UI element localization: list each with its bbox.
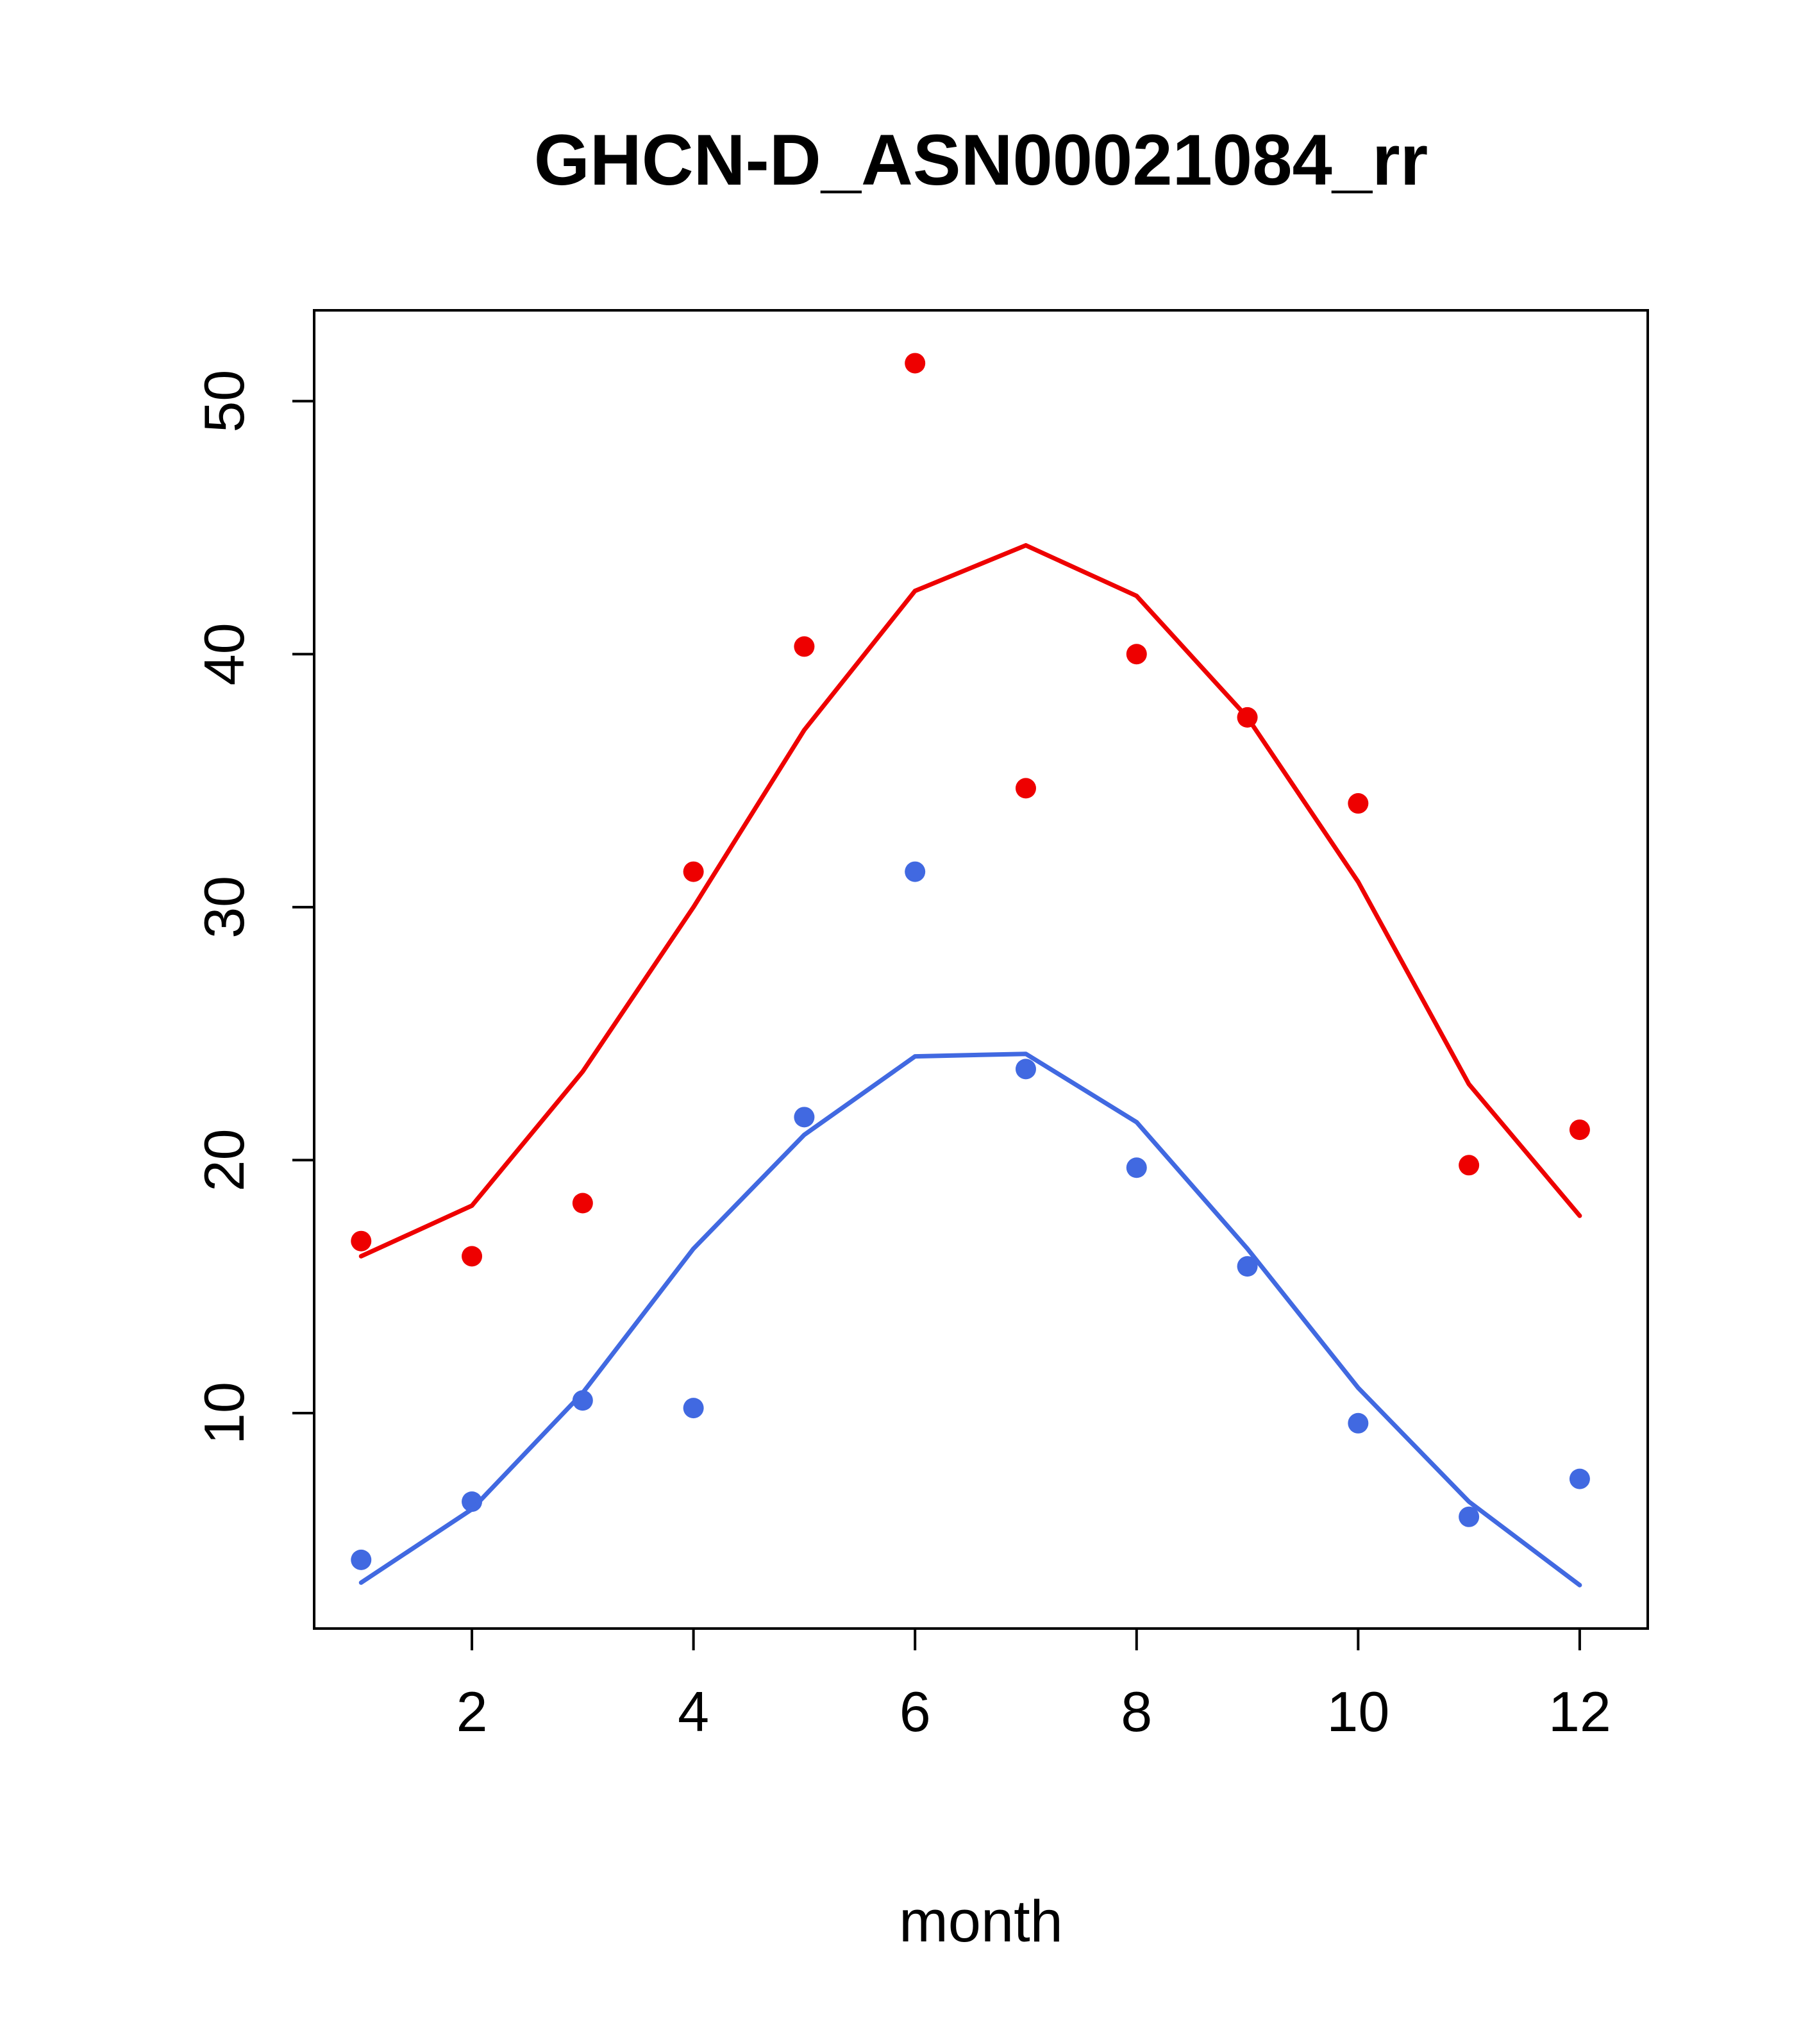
red-point — [1126, 644, 1147, 665]
y-tick-label: 40 — [192, 623, 256, 685]
red-point — [1459, 1155, 1480, 1176]
red-point — [351, 1230, 372, 1252]
blue-point — [683, 1398, 704, 1419]
blue-point — [1569, 1468, 1590, 1489]
y-tick-label: 10 — [192, 1382, 256, 1445]
x-tick-label: 6 — [900, 1680, 931, 1743]
red-point — [572, 1193, 593, 1214]
x-tick-label: 10 — [1327, 1680, 1389, 1743]
blue-point — [1126, 1157, 1147, 1178]
chart-title: GHCN-D_ASN00021084_rr — [533, 120, 1428, 200]
blue-point — [1459, 1506, 1480, 1527]
y-tick-label: 20 — [192, 1128, 256, 1191]
y-tick-label: 30 — [192, 876, 256, 939]
x-tick-label: 2 — [456, 1680, 488, 1743]
red-point — [1015, 778, 1036, 799]
blue-line — [358, 1051, 1582, 1587]
x-tick-label: 4 — [678, 1680, 709, 1743]
blue-point — [1237, 1256, 1258, 1277]
x-axis-title: month — [899, 1889, 1063, 1954]
blue-point — [351, 1549, 372, 1570]
x-tick-label: 12 — [1548, 1680, 1611, 1743]
blue-point — [1348, 1412, 1369, 1434]
red-point — [683, 861, 704, 882]
red-point — [462, 1246, 483, 1267]
red-point — [1348, 793, 1369, 814]
blue-point — [794, 1107, 815, 1128]
red-point — [794, 636, 815, 657]
red-point — [1569, 1119, 1590, 1141]
blue-point — [905, 861, 926, 882]
x-tick-label: 8 — [1121, 1680, 1152, 1743]
y-tick-label: 50 — [192, 370, 256, 433]
plot-box — [313, 309, 1649, 1630]
red-line — [358, 543, 1582, 1259]
blue-point — [1015, 1059, 1036, 1080]
red-point — [905, 353, 926, 374]
